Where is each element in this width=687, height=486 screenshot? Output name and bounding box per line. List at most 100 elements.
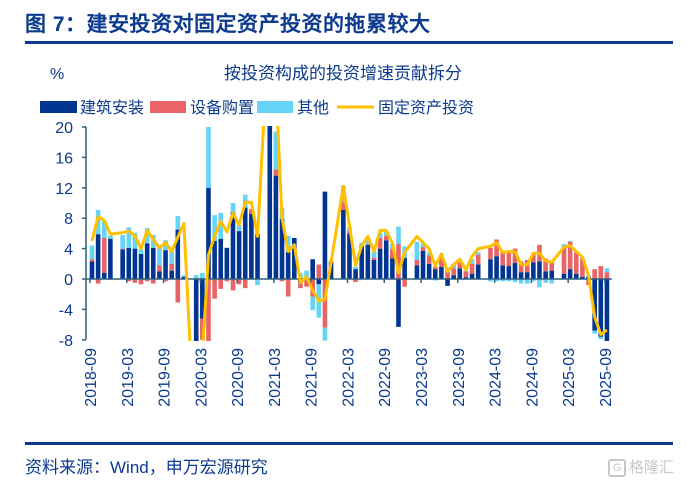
bar-construction-2023-05 xyxy=(432,269,438,279)
bar-equipment-2023-12 xyxy=(475,254,481,265)
bar-other-2021-03 xyxy=(273,131,279,170)
y-tick-label: 20 xyxy=(55,120,73,137)
bar-equipment-2019-10 xyxy=(169,263,174,271)
bar-construction-2023-10 xyxy=(463,277,469,279)
bar-construction-2020-09 xyxy=(236,231,242,279)
y-axis: -8 -4 0 4 8 12 16 20 xyxy=(55,120,87,350)
bar-other-2019-09 xyxy=(163,240,168,251)
bar-construction-2024-03 xyxy=(494,256,499,279)
bar-construction-2022-11 xyxy=(396,279,401,327)
x-tick-label: 2025-09 xyxy=(598,348,615,407)
bar-construction-2024-11 xyxy=(543,271,548,279)
y-tick-label: -4 xyxy=(59,302,73,319)
bar-equipment-2020-07 xyxy=(224,279,230,282)
bar-construction-2019-12 xyxy=(181,276,187,279)
bar-construction-2020-05 xyxy=(212,241,217,279)
bar-other-2020-08 xyxy=(230,203,236,213)
bar-other-2024-06 xyxy=(512,279,518,283)
bar-construction-2024-07 xyxy=(518,272,524,279)
bar-construction-2023-12 xyxy=(475,264,481,279)
y-tick-label: 12 xyxy=(55,181,73,198)
bar-other-2021-09 xyxy=(310,296,315,311)
bar-equipment-2022-02 xyxy=(341,202,346,210)
x-tick-label: 2024-09 xyxy=(524,348,541,407)
bar-other-2019-03 xyxy=(126,227,132,248)
watermark-text: 格隆汇 xyxy=(629,459,675,476)
bar-construction-2022-04 xyxy=(353,269,358,279)
bar-equipment-2018-10 xyxy=(95,279,101,284)
y-tick-label: -8 xyxy=(59,333,73,350)
bar-other-2020-04 xyxy=(206,127,211,188)
bar-other-2021-11 xyxy=(322,327,328,341)
bar-construction-2020-10 xyxy=(242,207,248,279)
bar-construction-2024-10 xyxy=(537,261,542,279)
bar-construction-2019-09 xyxy=(163,250,168,279)
x-tick-label: 2020-03 xyxy=(193,348,210,407)
bar-construction-2019-06 xyxy=(144,243,150,279)
bar-other-2019-11 xyxy=(175,215,181,230)
bar-construction-2023-07 xyxy=(445,279,450,286)
chart-title: 按投资构成的投资增速贡献拆分 xyxy=(224,64,462,83)
x-tick-label: 2023-03 xyxy=(414,348,431,407)
bar-equipment-2024-09 xyxy=(531,253,536,263)
bar-equipment-2023-05 xyxy=(432,266,438,270)
bar-equipment-2019-02 xyxy=(120,248,125,250)
bar-other-2019-04 xyxy=(132,232,138,249)
bar-construction-2019-08 xyxy=(157,271,162,279)
legend-label-construction: 建筑安装 xyxy=(80,99,144,117)
bar-construction-2022-06 xyxy=(365,244,371,279)
bar-construction-2018-09 xyxy=(89,261,95,279)
bar-construction-2019-02 xyxy=(120,249,125,279)
bar-other-2024-10 xyxy=(537,279,542,288)
bar-other-2020-12 xyxy=(255,279,260,286)
bar-other-2023-02 xyxy=(414,241,420,260)
x-tick-label: 2019-03 xyxy=(120,348,137,407)
bar-construction-2019-11 xyxy=(175,229,181,279)
bar-equipment-2025-04 xyxy=(573,252,579,274)
bar-other-2024-11 xyxy=(543,279,548,283)
bar-equipment-2023-04 xyxy=(426,255,432,264)
bar-equipment-2020-11 xyxy=(249,209,254,214)
bar-equipment-2021-10 xyxy=(316,264,322,279)
watermark-logo-icon: G xyxy=(608,459,626,478)
bar-construction-2024-06 xyxy=(512,263,518,279)
bar-other-2025-07 xyxy=(592,330,597,334)
bar-equipment-2024-11 xyxy=(543,258,548,272)
bar-other-2023-05 xyxy=(432,279,438,281)
bar-construction-2021-04 xyxy=(279,218,285,279)
bar-construction-2019-03 xyxy=(126,247,132,279)
bar-construction-2020-06 xyxy=(218,238,224,279)
figure-title: 图 7：建安投资对固定资产投资的拖累较大 xyxy=(25,13,431,36)
bar-other-2023-03 xyxy=(420,243,426,248)
bar-equipment-2020-04 xyxy=(206,279,211,341)
bar-other-2022-06 xyxy=(365,238,371,245)
bar-equipment-2025-03 xyxy=(567,241,573,270)
bar-equipment-2021-08 xyxy=(304,279,309,287)
bar-equipment-2020-10 xyxy=(242,279,248,289)
bar-construction-2023-09 xyxy=(457,268,463,279)
legend-swatch-equipment xyxy=(150,101,186,113)
legend-swatch-other xyxy=(257,101,293,113)
bar-equipment-2025-08 xyxy=(598,266,604,279)
bar-equipment-2021-02 xyxy=(267,43,272,51)
bar-construction-2019-10 xyxy=(169,270,174,279)
bar-construction-2025-05 xyxy=(580,276,585,279)
bar-other-2021-08 xyxy=(304,270,309,278)
bar-construction-2022-12 xyxy=(402,257,407,279)
bar-equipment-2018-11 xyxy=(101,237,107,273)
bar-equipment-2019-11 xyxy=(175,279,181,303)
bar-other-2022-04 xyxy=(353,266,358,270)
bar-equipment-2023-08 xyxy=(451,268,456,276)
bar-construction-2018-10 xyxy=(95,234,101,279)
bar-other-2020-02 xyxy=(193,275,199,279)
bar-other-2019-02 xyxy=(120,234,125,249)
bar-equipment-2019-05 xyxy=(138,279,144,285)
bar-construction-2021-09 xyxy=(310,259,315,279)
bar-other-2024-04 xyxy=(500,279,506,282)
bar-construction-2019-04 xyxy=(132,248,138,279)
bar-equipment-2021-05 xyxy=(285,279,291,297)
bar-construction-2021-05 xyxy=(285,251,291,279)
bar-other-2023-11 xyxy=(469,259,475,264)
bar-equipment-2019-06 xyxy=(144,279,150,282)
